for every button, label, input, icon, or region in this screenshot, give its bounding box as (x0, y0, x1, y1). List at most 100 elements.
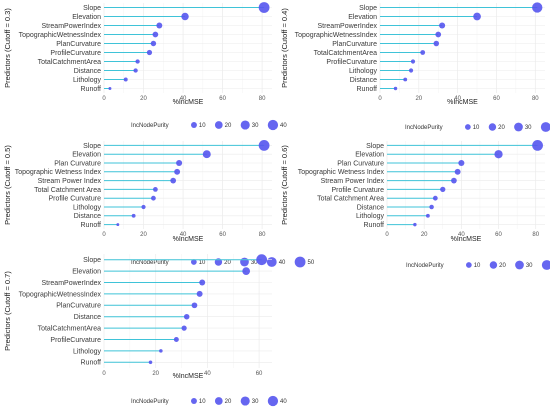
legend-title: IncNodePurity (131, 260, 169, 266)
category-label-5: PlanCurvature (56, 303, 101, 310)
x-tick-label-1: 20 (140, 232, 147, 238)
x-tick-label-3: 60 (495, 232, 502, 238)
point-1 (258, 2, 270, 13)
category-label-3: StreamPowerIndex (41, 280, 101, 287)
legend-dot-1 (191, 122, 197, 128)
category-label-8: Distance (74, 68, 101, 75)
point-1 (256, 254, 268, 266)
y-axis-title: Predictors (Cutoff = 0.5) (3, 145, 12, 225)
x-tick-label-1: 20 (140, 96, 147, 102)
x-tick-label-3: 60 (219, 96, 226, 102)
x-axis-title: %IncMSE (173, 99, 204, 106)
legend-label-2: 20 (498, 125, 505, 131)
point-8 (133, 68, 138, 73)
legend-dot-3 (240, 257, 249, 267)
legend-label-3: 30 (525, 125, 532, 131)
legend-label-3: 30 (526, 263, 533, 269)
point-6 (183, 313, 190, 320)
legend-dot-4 (267, 119, 279, 131)
x-tick-label-1: 20 (415, 96, 422, 102)
category-label-9: Lithology (73, 348, 102, 355)
legend-dot-1 (466, 262, 472, 268)
category-label-5: Stream Power Index (321, 178, 385, 185)
x-tick-label-0: 0 (102, 371, 106, 377)
legend-label-3: 30 (252, 123, 259, 129)
y-axis-title: Predictors (Cutoff = 0.7) (3, 271, 12, 351)
point-8 (429, 204, 434, 210)
point-3 (176, 159, 183, 167)
point-1 (258, 140, 270, 151)
category-label-1: Slope (366, 143, 384, 150)
x-tick-label-3: 60 (219, 232, 226, 238)
category-label-8: ProfileCurvature (50, 337, 101, 344)
point-4 (174, 168, 181, 175)
x-tick-label-4: 80 (259, 96, 266, 102)
category-label-6: Profile Curvature (331, 187, 384, 194)
x-axis-title: %IncMSE (451, 236, 482, 243)
point-3 (199, 279, 206, 286)
category-label-3: StreamPowerIndex (41, 23, 101, 30)
y-axis-title: Predictors (Cutoff = 0.4) (280, 8, 289, 88)
category-label-1: Slope (359, 5, 377, 12)
point-9 (403, 77, 408, 82)
x-tick-label-0: 0 (378, 96, 382, 102)
category-label-9: Lithology (356, 213, 385, 220)
category-label-2: Elevation (355, 152, 384, 159)
legend-dot-3 (240, 120, 250, 130)
x-tick-label-0: 0 (102, 96, 106, 102)
category-label-9: Lithology (73, 77, 102, 84)
category-label-7: Total Catchment Area (317, 196, 384, 203)
legend-label-1: 10 (199, 399, 206, 405)
legend-dot-3 (515, 260, 524, 270)
point-2 (494, 150, 503, 159)
point-10 (116, 223, 120, 227)
legend-label-2: 20 (225, 399, 232, 405)
legend-dot-4 (541, 260, 550, 270)
category-label-9: Distance (74, 213, 101, 220)
legend-dot-2 (488, 123, 497, 131)
legend-label-2: 20 (499, 263, 506, 269)
category-label-9: Distance (350, 77, 377, 84)
point-5 (170, 177, 177, 184)
legend-label-2: 20 (225, 123, 232, 129)
legend-dot-2 (214, 397, 223, 405)
category-label-10: Runoff (81, 360, 102, 367)
x-tick-label-0: 0 (102, 232, 106, 238)
y-axis-title: Predictors (Cutoff = 0.6) (280, 145, 289, 225)
point-4 (435, 31, 442, 38)
category-label-7: TotalCatchmentArea (38, 59, 102, 66)
point-7 (135, 59, 140, 64)
category-label-5: PlanCurvature (56, 41, 101, 48)
legend-dot-2 (214, 121, 223, 129)
legend-dot-1 (191, 259, 197, 265)
chart-panel-2: Slope Elevation StreamPowerIndex Topographi… (280, 2, 550, 132)
category-label-4: Topographic Wetness Index (15, 169, 102, 176)
x-tick-label-4: 80 (532, 96, 539, 102)
x-tick-label-2: 40 (180, 232, 187, 238)
legend-dot-3 (240, 396, 250, 406)
legend-dot-1 (191, 398, 197, 404)
category-label-10: Runoff (81, 222, 102, 229)
chart-panel-1: Slope Elevation StreamPowerIndex Topographi… (3, 2, 287, 131)
legend-dot-2 (489, 261, 498, 269)
category-label-6: Distance (74, 314, 101, 321)
legend-title: IncNodePurity (131, 123, 169, 129)
legend-title: IncNodePurity (406, 263, 444, 269)
category-label-2: Elevation (72, 14, 101, 21)
x-tick-label-3: 60 (256, 371, 263, 377)
category-label-3: Plan Curvature (337, 160, 384, 167)
point-5 (433, 40, 440, 47)
legend-title: IncNodePurity (131, 399, 169, 405)
legend-label-4: 40 (279, 260, 286, 266)
x-tick-label-2: 40 (454, 96, 461, 102)
point-7 (432, 195, 438, 201)
x-tick-label-1: 20 (152, 371, 159, 377)
legend: IncNodePurity 10 20 30 40 (131, 119, 287, 131)
category-label-3: StreamPowerIndex (317, 23, 377, 30)
category-label-8: Lithology (349, 68, 378, 75)
point-2 (181, 12, 189, 21)
